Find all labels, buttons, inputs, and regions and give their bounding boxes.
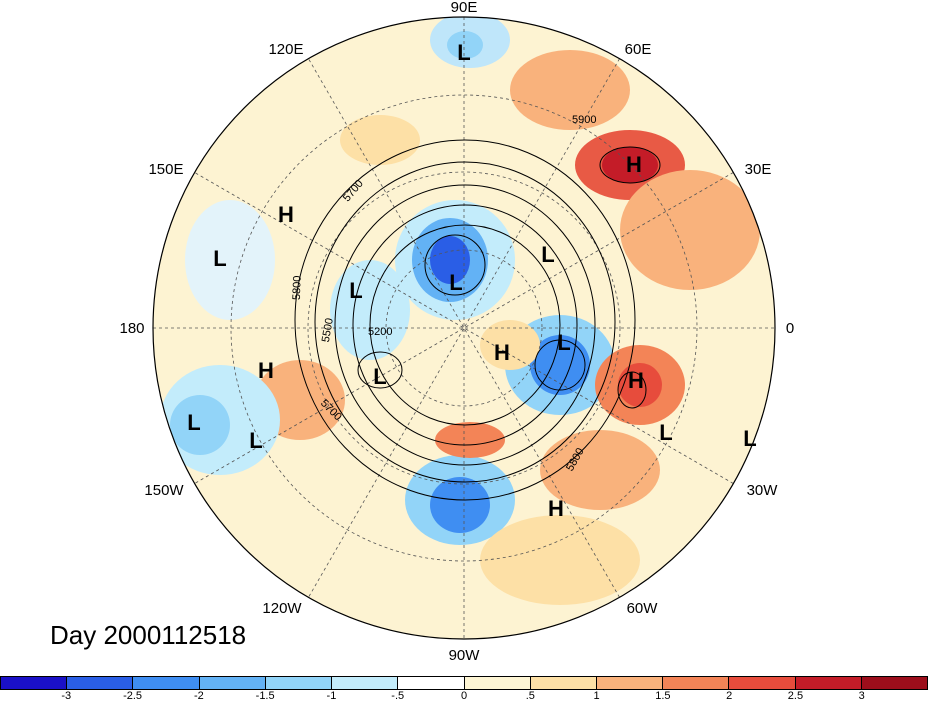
pressure-center: L bbox=[213, 246, 226, 271]
colorbar-swatch bbox=[398, 677, 465, 689]
colorbar-tick-label: 1 bbox=[593, 690, 600, 702]
lon-label: 90E bbox=[451, 0, 478, 16]
colorbar-swatch bbox=[663, 677, 730, 689]
lon-label: 0 bbox=[786, 320, 794, 337]
graticule bbox=[153, 17, 775, 639]
colorbar-swatch bbox=[1, 677, 68, 689]
colorbar-swatch bbox=[795, 677, 862, 689]
pressure-center: L bbox=[659, 420, 672, 445]
pressure-center: H bbox=[548, 496, 564, 521]
colorbar-ticks: -3 -2.5 -2 -1.5 -1 -.5 0 .5 1 1.5 2 2.5 3 bbox=[0, 690, 928, 702]
lon-label: 90W bbox=[449, 647, 481, 664]
colorbar-tick-label: .5 bbox=[525, 690, 535, 702]
pressure-center: H bbox=[494, 340, 510, 365]
lon-label: 120W bbox=[262, 600, 302, 617]
map-border bbox=[152, 16, 776, 640]
lon-label: 150E bbox=[148, 161, 183, 178]
colorbar-tick-label: 3 bbox=[858, 690, 865, 702]
svg-text:5200: 5200 bbox=[368, 326, 392, 338]
pressure-center: L bbox=[743, 426, 756, 451]
anomaly-shading bbox=[153, 17, 775, 639]
day-label: Day 2000112518 bbox=[50, 620, 247, 650]
pressure-center: L bbox=[541, 242, 554, 267]
lon-label: 180 bbox=[119, 320, 144, 337]
pressure-center-markers: L H H L L L L H L H L L H L L H L bbox=[187, 40, 756, 521]
pressure-center: L bbox=[349, 278, 362, 303]
colorbar-swatch bbox=[464, 677, 531, 689]
lon-label: 30E bbox=[745, 161, 772, 178]
colorbar-tick-label: -1 bbox=[326, 690, 337, 702]
colorbar-tick-label: 0 bbox=[460, 690, 468, 702]
colorbar-swatch bbox=[729, 677, 796, 689]
colorbar bbox=[0, 676, 928, 690]
pressure-center: L bbox=[557, 330, 570, 355]
svg-text:5500: 5500 bbox=[320, 317, 336, 343]
colorbar-tick-label: 2 bbox=[726, 690, 733, 702]
colorbar-tick-label: -2 bbox=[193, 690, 204, 702]
colorbar-swatch bbox=[530, 677, 597, 689]
polar-map: 5900 5700 5800 5500 5200 5700 5800 90E 6… bbox=[119, 0, 794, 664]
lon-label: 60W bbox=[627, 600, 659, 617]
lon-label: 60E bbox=[625, 41, 652, 58]
colorbar-swatch bbox=[332, 677, 399, 689]
height-contours bbox=[294, 139, 661, 501]
colorbar-swatch bbox=[133, 677, 200, 689]
pressure-center: L bbox=[373, 364, 386, 389]
svg-text:5900: 5900 bbox=[572, 114, 596, 126]
colorbar-tick-label: -1.5 bbox=[255, 690, 275, 702]
colorbar-swatch bbox=[861, 677, 928, 689]
lon-label: 30W bbox=[747, 482, 779, 499]
pressure-center: H bbox=[278, 202, 294, 227]
pressure-center: L bbox=[457, 40, 470, 65]
svg-text:5800: 5800 bbox=[291, 275, 304, 300]
colorbar-swatch bbox=[265, 677, 333, 689]
pressure-center: L bbox=[187, 410, 200, 435]
colorbar-tick-label: 2.5 bbox=[787, 690, 804, 702]
colorbar-tick-label: -2.5 bbox=[123, 690, 143, 702]
colorbar-swatch bbox=[67, 677, 134, 689]
colorbar-swatch bbox=[199, 677, 266, 689]
lon-label: 120E bbox=[268, 41, 303, 58]
pressure-center: L bbox=[449, 270, 462, 295]
pressure-center: H bbox=[258, 358, 274, 383]
pressure-center: H bbox=[626, 152, 642, 177]
lon-label: 150W bbox=[144, 482, 184, 499]
colorbar-tick-label: 1.5 bbox=[655, 690, 671, 702]
pressure-center: H bbox=[628, 368, 644, 393]
colorbar-tick-label: -.5 bbox=[391, 690, 405, 702]
colorbar-swatch bbox=[596, 677, 664, 689]
pressure-center: L bbox=[249, 428, 262, 453]
colorbar-tick-label: -3 bbox=[61, 690, 72, 702]
longitude-labels: 90E 60E 30E 0 30W 60W 90W 120W 150W 180 … bbox=[119, 0, 794, 664]
